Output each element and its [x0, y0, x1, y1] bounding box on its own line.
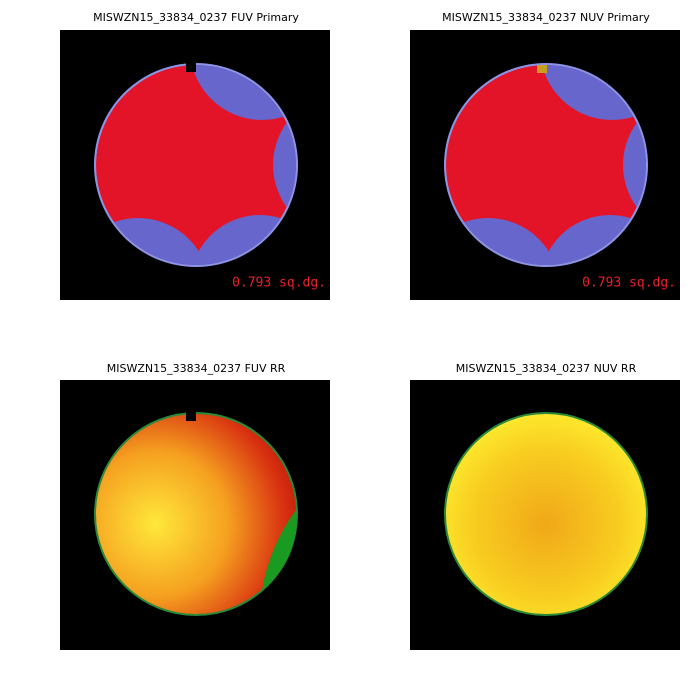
green-patch: [262, 510, 297, 590]
panel-title: MISWZN15_33834_0237 FUV RR: [107, 362, 286, 375]
area-label: 0.793 sq.dg.: [232, 276, 326, 291]
image-disk: [444, 412, 648, 616]
panel: MISWZN15_33834_0237 NUV Primary 0.793 sq…: [410, 11, 680, 300]
notch: [186, 411, 196, 421]
notch: [537, 65, 547, 73]
panel-title: MISWZN15_33834_0237 NUV RR: [456, 362, 637, 375]
panel: MISWZN15_33834_0237 NUV RR: [410, 362, 680, 650]
panel-title: MISWZN15_33834_0237 NUV Primary: [442, 11, 650, 24]
panel-title: MISWZN15_33834_0237 FUV Primary: [93, 11, 299, 24]
notch: [186, 62, 196, 72]
panel: MISWZN15_33834_0237 FUV RR: [60, 362, 330, 650]
area-label: 0.793 sq.dg.: [582, 276, 676, 291]
panel: MISWZN15_33834_0237 FUV Primary 0.793 sq…: [60, 11, 330, 300]
